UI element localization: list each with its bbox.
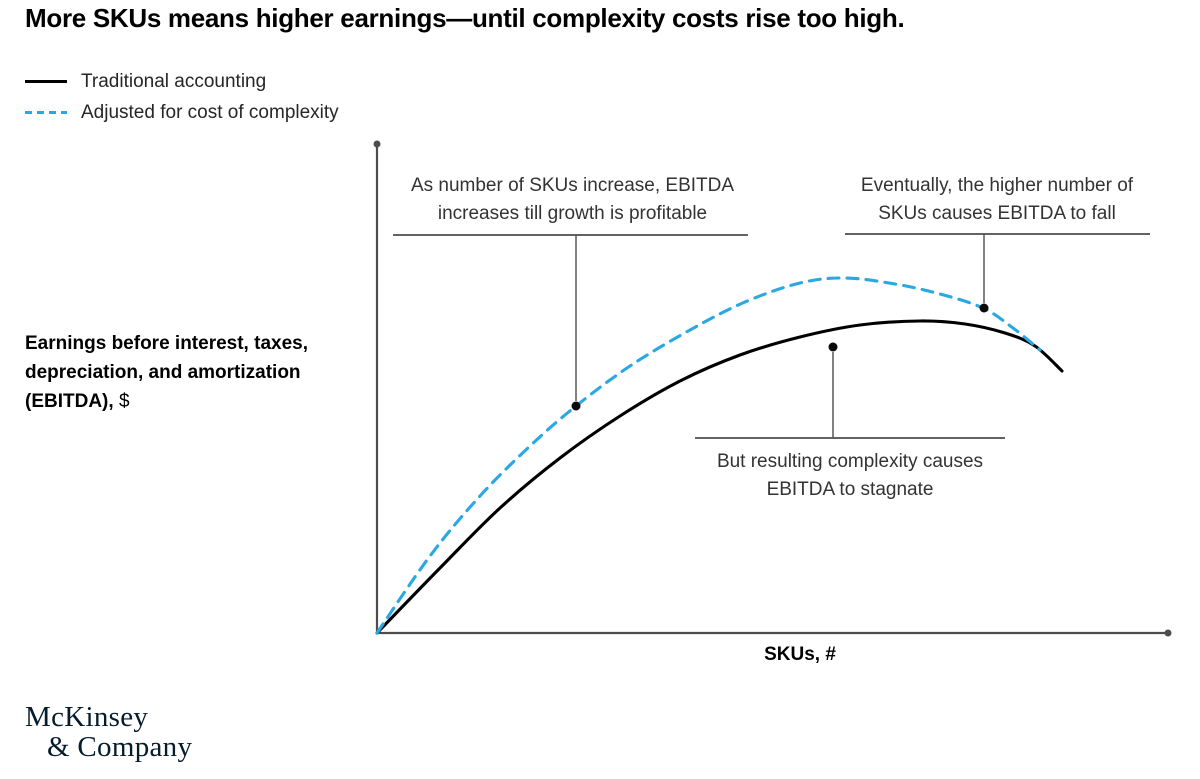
annotation-line: As number of SKUs increase, EBITDA xyxy=(410,175,735,196)
annotation-line: SKUs causes EBITDA to fall xyxy=(878,203,1116,224)
annotation-skus-increase: As number of SKUs increase, EBITDA incre… xyxy=(380,172,765,228)
y-axis-label: Earnings before interest, taxes, depreci… xyxy=(25,329,375,416)
chart-title: More SKUs means higher earnings—until co… xyxy=(25,3,905,33)
dashed-line-swatch-icon xyxy=(25,110,67,115)
x-axis-end-dot xyxy=(1164,629,1172,637)
y-axis-label-line2: depreciation, and amortization xyxy=(25,362,301,383)
annotation-marker-dot xyxy=(571,401,581,411)
annotation-line: increases till growth is profitable xyxy=(437,203,708,224)
legend-label: Adjusted for cost of complexity xyxy=(81,101,339,123)
mckinsey-logo-line1: McKinsey xyxy=(25,701,149,733)
annotation-line: Eventually, the higher number of xyxy=(860,175,1134,196)
y-axis-label-line1: Earnings before interest, taxes, xyxy=(25,333,308,354)
legend-item-adjusted: Adjusted for cost of complexity xyxy=(25,97,339,128)
mckinsey-logo-line2: & Company xyxy=(47,731,193,763)
legend-item-traditional: Traditional accounting xyxy=(25,66,339,97)
legend: Traditional accounting Adjusted for cost… xyxy=(25,66,339,128)
y-axis-label-ebitda: (EBITDA), xyxy=(25,391,114,412)
annotation-ebitda-stagnate: But resulting complexity causes EBITDA t… xyxy=(690,448,1010,504)
mckinsey-logo: McKinsey & Company xyxy=(25,702,192,762)
series-traditional-accounting xyxy=(375,319,1064,635)
y-axis-end-dot xyxy=(373,140,381,148)
annotation-line: But resulting complexity causes xyxy=(716,451,984,472)
legend-label: Traditional accounting xyxy=(81,70,267,92)
x-axis-label: SKUs, # xyxy=(764,644,836,665)
y-axis-unit: $ xyxy=(118,391,130,412)
annotation-marker-dot xyxy=(828,342,838,352)
y-axis-label-line3: (EBITDA), $ xyxy=(25,387,375,416)
annotation-ebitda-fall: Eventually, the higher number of SKUs ca… xyxy=(822,172,1172,228)
series-adjusted-for-cost-of-complexity xyxy=(375,276,1042,635)
solid-line-swatch-icon xyxy=(25,79,67,84)
annotation-line: EBITDA to stagnate xyxy=(766,479,934,500)
annotation-marker-dot xyxy=(979,303,989,313)
